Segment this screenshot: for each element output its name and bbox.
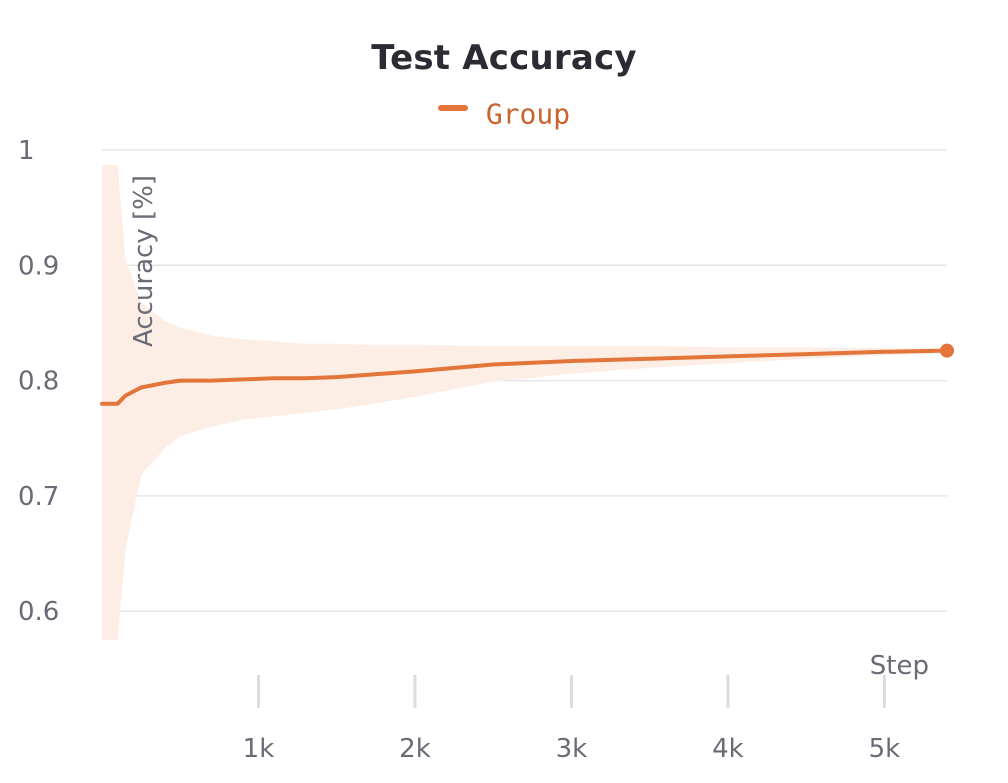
- legend-label-group: Group: [485, 97, 571, 131]
- legend-swatch-group: [437, 105, 468, 111]
- y-axis-title: Accuracy [%]: [129, 175, 159, 347]
- x-tick-label: 3k: [556, 734, 588, 764]
- series-line-group: [100, 348, 949, 406]
- x-tick-label: 4k: [712, 734, 744, 764]
- y-tick-label: 0.6: [18, 597, 59, 627]
- x-tick-label: 1k: [243, 734, 275, 764]
- legend[interactable]: Group: [0, 96, 1008, 131]
- x-tick-label: 2k: [399, 734, 431, 764]
- y-tick-label: 1: [18, 136, 35, 166]
- chart-title: Test Accuracy: [371, 38, 637, 78]
- y-tick-label: 0.8: [18, 367, 59, 397]
- series-endpoint-marker: [940, 343, 954, 358]
- y-tick-label: 0.9: [18, 251, 59, 281]
- y-tick-label: 0.7: [18, 482, 59, 512]
- x-tick-label: 5k: [869, 734, 901, 764]
- x-axis-title: Step: [870, 651, 929, 681]
- confidence-band: [102, 165, 947, 640]
